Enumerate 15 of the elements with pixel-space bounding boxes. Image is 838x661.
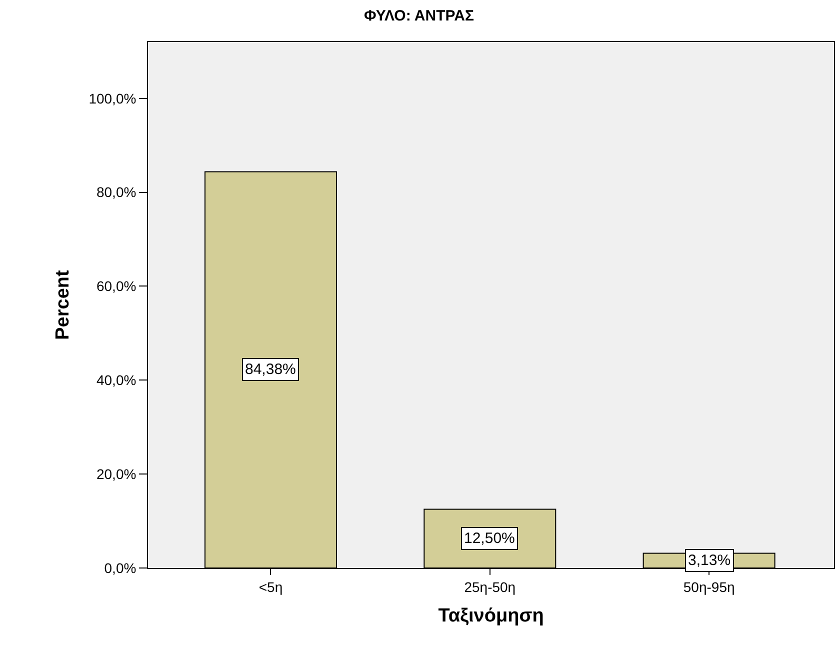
y-tick-label: 80,0% (96, 184, 136, 200)
x-tick-label: 25η-50η (464, 578, 516, 595)
x-axis-title: Ταξινόμηση (438, 606, 544, 627)
y-tick-label: 60,0% (96, 278, 136, 294)
y-tick-label: 0,0% (104, 560, 136, 576)
x-tick-label: 50η-95η (683, 578, 735, 595)
data-label: 84,38% (245, 361, 296, 378)
data-label: 12,50% (464, 530, 515, 547)
y-tick-label: 40,0% (96, 372, 136, 388)
y-tick-label: 20,0% (96, 466, 136, 482)
y-tick-label: 100,0% (88, 90, 136, 106)
data-label: 3,13% (688, 552, 731, 569)
y-axis-title: Percent (52, 269, 74, 340)
chart-title: ΦΥΛΟ: ΑΝΤΡΑΣ (364, 7, 474, 24)
x-tick-label: <5η (258, 578, 283, 595)
